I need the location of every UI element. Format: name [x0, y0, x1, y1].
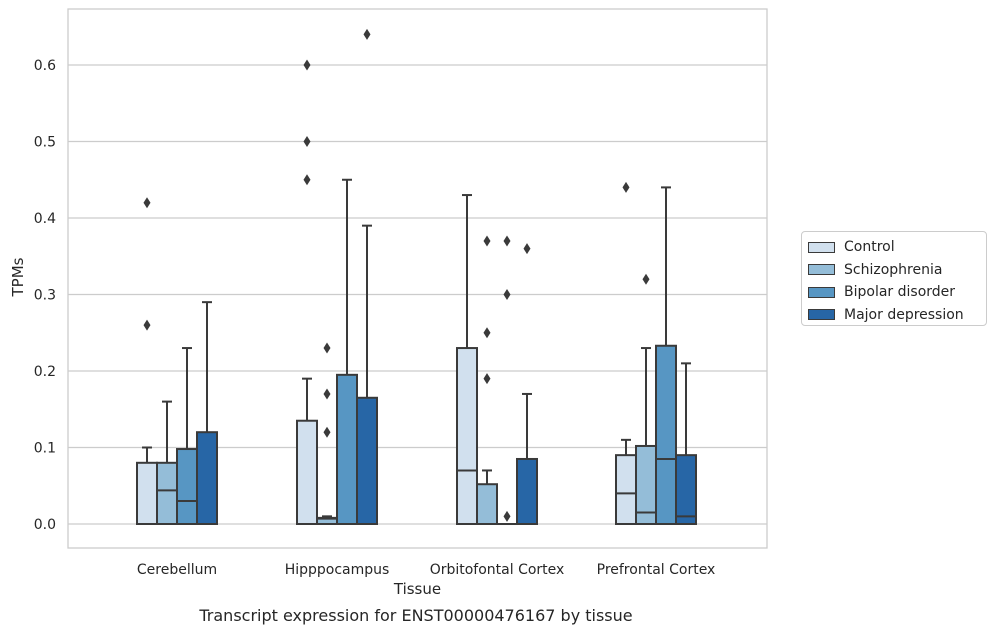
x-tick-label: Hipppocampus: [285, 562, 390, 578]
legend-label: Major depression: [844, 306, 964, 323]
box-1-3: [635, 273, 657, 525]
y-tick-label: 0.2: [34, 364, 56, 380]
legend-swatch: [808, 241, 835, 253]
box-0-2: [456, 194, 478, 525]
box: [675, 454, 697, 525]
box-1-1: [316, 342, 338, 526]
y-tick-label: 0.0: [34, 517, 56, 533]
outlier-point: [523, 243, 531, 255]
legend-item-control: Control: [808, 236, 986, 259]
outlier-point: [642, 273, 650, 285]
box: [196, 431, 218, 526]
box: [655, 344, 677, 525]
outlier-point: [323, 342, 331, 354]
outlier-point: [363, 28, 371, 40]
box: [456, 347, 478, 525]
outlier-point: [323, 426, 331, 438]
x-tick-label: Orbitofontal Cortex: [430, 562, 565, 578]
box-3-3: [675, 362, 697, 525]
legend: Control Schizophrenia Bipolar disorder M…: [801, 231, 987, 326]
box-0-1: [296, 59, 318, 526]
outlier-point: [503, 289, 511, 300]
box-2-0: [176, 347, 198, 525]
y-tick-label: 0.5: [34, 135, 56, 151]
x-axis-label: Tissue: [393, 580, 442, 598]
outlier-point: [323, 388, 331, 400]
legend-label: Control: [844, 239, 895, 256]
y-tick-labels: 0.0 0.1 0.2 0.3 0.4 0.5 0.6: [34, 58, 56, 533]
box-plots: [136, 28, 697, 526]
y-tick-label: 0.1: [34, 441, 56, 457]
box-2-3: [655, 186, 677, 525]
outlier-point: [483, 235, 491, 247]
outlier-point: [303, 59, 311, 71]
outlier-point: [483, 327, 491, 339]
box: [156, 461, 178, 525]
box: [296, 419, 318, 526]
legend-item-schizophrenia: Schizophrenia: [808, 259, 986, 282]
box: [615, 454, 637, 525]
box-0-0: [136, 197, 158, 525]
box: [136, 461, 158, 525]
legend-item-depression: Major depression: [808, 304, 986, 327]
outlier-point: [622, 181, 630, 193]
box-3-2: [516, 243, 538, 526]
legend-swatch: [808, 309, 835, 321]
y-tick-label: 0.4: [34, 211, 56, 227]
legend-swatch: [808, 286, 835, 298]
y-tick-label: 0.3: [34, 288, 56, 304]
legend-swatch: [808, 264, 835, 276]
outlier-point: [143, 197, 151, 209]
outlier-point: [143, 319, 151, 331]
x-tick-labels: Cerebellum Hipppocampus Orbitofontal Corte…: [137, 562, 715, 578]
box-3-0: [196, 301, 218, 526]
box: [176, 448, 198, 525]
outlier-point: [503, 235, 511, 247]
outlier-point: [303, 136, 311, 147]
y-axis-label: TPMs: [9, 257, 27, 297]
outlier-point: [303, 174, 311, 186]
box: [516, 457, 538, 526]
box-1-2: [476, 235, 498, 525]
box: [476, 483, 498, 525]
plot-frame: [67, 8, 768, 549]
box: [336, 373, 358, 526]
outlier-point: [483, 373, 491, 385]
outlier-point: [503, 510, 511, 522]
x-tick-label: Cerebellum: [137, 562, 217, 578]
box-3-1: [356, 28, 378, 525]
y-tick-label: 0.6: [34, 58, 56, 74]
grid-lines: [68, 64, 767, 525]
box-2-1: [336, 178, 358, 526]
legend-item-bipolar: Bipolar disorder: [808, 281, 986, 304]
legend-label: Schizophrenia: [844, 261, 943, 278]
box-0-3: [615, 181, 637, 525]
box: [356, 396, 378, 525]
chart-caption: Transcript expression for ENST0000047616…: [199, 606, 633, 625]
legend-label: Bipolar disorder: [844, 284, 956, 301]
x-tick-label: Prefrontal Cortex: [597, 562, 716, 578]
box-1-0: [156, 400, 178, 525]
box-2-2: [496, 235, 518, 526]
